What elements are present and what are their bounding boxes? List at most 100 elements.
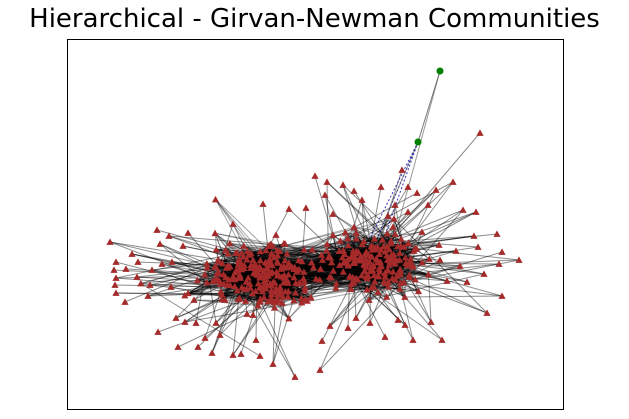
node-triangle	[264, 297, 272, 305]
node-triangle	[323, 178, 331, 185]
edge	[159, 243, 208, 283]
node-triangle	[377, 183, 385, 190]
node-triangle	[301, 283, 309, 291]
node-triangle	[272, 231, 280, 238]
edge	[347, 238, 357, 260]
node-triangle	[243, 310, 251, 317]
node-triangle	[221, 296, 229, 303]
node-triangle	[344, 241, 352, 249]
node-triangle	[121, 298, 129, 305]
node-triangle	[156, 240, 164, 247]
edge	[329, 238, 402, 327]
node-triangle	[396, 249, 404, 256]
node-triangle	[153, 226, 161, 233]
node-triangle	[329, 267, 337, 274]
node-triangle	[387, 239, 395, 247]
node-triangle	[406, 254, 415, 262]
node-triangle	[234, 258, 243, 265]
edge	[271, 252, 406, 264]
edge	[204, 276, 227, 339]
edge	[320, 268, 352, 285]
edge	[310, 267, 314, 298]
node-triangle	[271, 288, 280, 295]
node-triangle	[256, 297, 264, 304]
edge	[352, 233, 396, 252]
edge	[243, 245, 304, 279]
node-triangle	[184, 229, 192, 236]
node-triangle	[374, 288, 382, 296]
node-triangle	[146, 281, 154, 288]
node-triangle	[391, 201, 399, 208]
edge	[277, 249, 305, 264]
node-triangle	[326, 254, 335, 261]
node-triangle	[112, 258, 120, 265]
node-triangle	[154, 328, 162, 335]
node-triangle	[257, 265, 265, 273]
edge	[361, 199, 373, 250]
edge	[313, 266, 396, 281]
node-triangle	[404, 208, 412, 215]
node-triangle	[284, 287, 292, 295]
edge	[412, 264, 485, 275]
node-triangle	[300, 268, 308, 275]
edge	[238, 277, 296, 378]
edge	[249, 249, 382, 285]
node-triangle	[267, 249, 276, 257]
node-triangle	[372, 254, 381, 262]
node-triangle	[352, 235, 360, 242]
node-triangle	[380, 278, 388, 285]
node-triangle	[216, 277, 224, 285]
node-triangle	[260, 293, 268, 301]
node-triangle	[401, 253, 409, 261]
node-triangle	[234, 261, 242, 268]
edge	[187, 285, 272, 294]
node-triangle	[212, 319, 220, 326]
node-triangle	[470, 232, 478, 239]
node-triangle	[144, 292, 152, 299]
node-triangle	[213, 269, 221, 277]
node-triangle	[134, 258, 142, 265]
edge	[391, 204, 396, 260]
edge	[393, 218, 488, 314]
edge	[239, 274, 258, 299]
edge	[274, 286, 375, 303]
edge	[335, 199, 363, 284]
node-triangle	[383, 293, 391, 300]
edge	[264, 259, 299, 285]
edge	[168, 235, 264, 272]
node-triangle	[354, 248, 362, 255]
node-triangle	[308, 245, 317, 253]
node-triangle	[425, 255, 433, 262]
node-triangle	[268, 268, 276, 275]
node-triangle	[329, 231, 337, 239]
node-triangle	[394, 242, 402, 250]
node-triangle	[211, 195, 220, 203]
edge	[168, 235, 217, 251]
edge	[214, 232, 305, 251]
node-triangle	[211, 229, 219, 237]
edge	[385, 248, 416, 284]
node-triangle	[427, 318, 435, 325]
node-triangle	[233, 286, 241, 294]
node-triangle	[272, 268, 281, 275]
node-triangle	[435, 241, 443, 248]
edge	[361, 218, 395, 245]
node-triangle	[384, 278, 393, 285]
node-triangle	[384, 212, 392, 219]
node-triangle	[256, 352, 264, 359]
node-triangle	[336, 261, 344, 268]
node-triangle	[229, 351, 237, 358]
node-triangle	[396, 285, 404, 292]
node-triangle	[365, 296, 373, 303]
node-triangle	[190, 296, 198, 303]
edge	[324, 194, 362, 260]
node-triangle	[106, 238, 114, 245]
node-triangle	[404, 240, 412, 247]
node-triangle	[298, 298, 306, 306]
figure-title: Hierarchical - Girvan-Newman Communities	[29, 4, 600, 34]
edge	[187, 292, 222, 296]
edge	[264, 262, 410, 282]
edge	[368, 254, 468, 283]
edge	[272, 271, 358, 281]
